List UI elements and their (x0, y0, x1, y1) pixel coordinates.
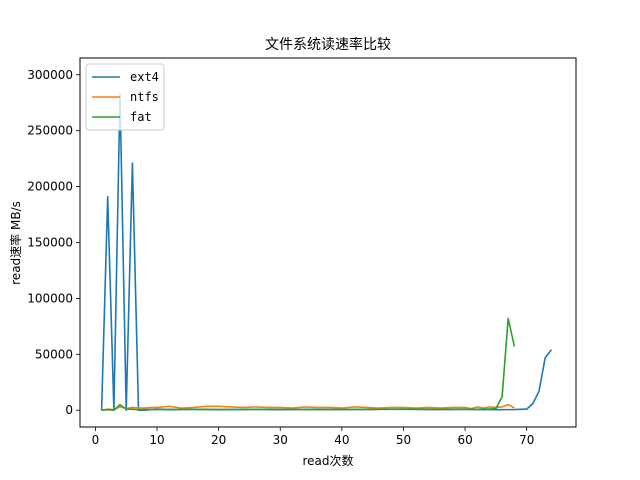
x-tick-label: 30 (273, 433, 288, 447)
y-tick-label: 200000 (27, 180, 73, 194)
legend-label-ext4: ext4 (130, 70, 159, 84)
y-tick-label: 300000 (27, 68, 73, 82)
y-tick-label: 150000 (27, 236, 73, 250)
y-tick-label: 50000 (35, 347, 73, 361)
x-tick-label: 70 (519, 433, 534, 447)
x-tick-label: 10 (149, 433, 164, 447)
plot-area (100, 93, 553, 412)
y-axis-label: read速率 MB/s (8, 201, 23, 285)
x-axis-label: read次数 (302, 453, 353, 468)
y-tick-label: 0 (65, 403, 73, 417)
legend-label-ntfs: ntfs (130, 90, 159, 104)
series-line-ext4 (100, 93, 553, 412)
x-tick-label: 20 (211, 433, 226, 447)
chart-title: 文件系统读速率比较 (265, 36, 391, 53)
legend-box (85, 63, 165, 131)
y-tick-label: 250000 (27, 124, 73, 138)
legend-label-fat: fat (130, 110, 152, 124)
x-tick-label: 50 (396, 433, 411, 447)
legend: ext4 ntfs fat (85, 63, 165, 131)
x-tick-label: 0 (92, 433, 100, 447)
y-tick-label: 100000 (27, 291, 73, 305)
x-tick-label: 40 (334, 433, 349, 447)
x-tick-label: 60 (457, 433, 472, 447)
series-line-fat (101, 317, 516, 412)
